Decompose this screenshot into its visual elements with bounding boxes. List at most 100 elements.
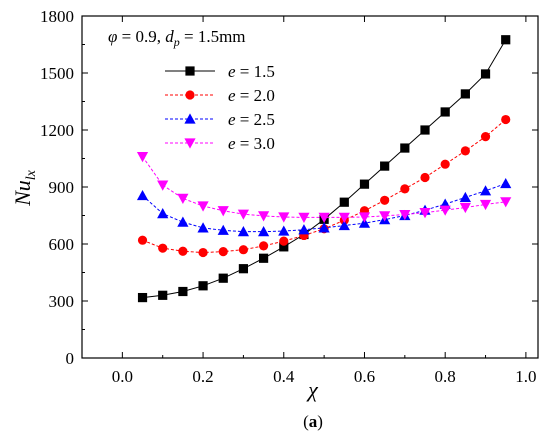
svg-text:Nulx: Nulx (10, 169, 39, 207)
y-tick-label: 1800 (40, 7, 74, 26)
series-3 (136, 177, 512, 237)
series-line (142, 156, 506, 218)
data-point (136, 152, 149, 163)
data-point (237, 209, 250, 220)
data-point (459, 191, 471, 203)
series-layer (136, 35, 512, 303)
data-point (279, 236, 289, 246)
data-point (198, 281, 208, 291)
data-point (197, 201, 209, 212)
data-point (501, 35, 511, 45)
data-point (339, 197, 349, 207)
legend-label: e = 3.0 (228, 134, 275, 153)
x-tick-label: 0.4 (273, 367, 295, 386)
legend-label: e = 2.0 (228, 86, 275, 105)
data-point (399, 209, 411, 221)
legend-label: e = 2.5 (228, 110, 275, 129)
data-point (178, 246, 188, 256)
legend-item: e = 2.5 (165, 110, 275, 129)
data-point (158, 243, 168, 253)
data-point (238, 245, 249, 255)
y-tick-label: 900 (49, 178, 75, 197)
panel-label: (a) (303, 412, 323, 431)
data-point (400, 143, 410, 153)
data-point (136, 189, 149, 201)
legend-item: e = 3.0 (165, 134, 275, 153)
y-axis-title-main: Nu (10, 180, 35, 207)
data-point (501, 114, 511, 125)
data-point (157, 208, 169, 219)
data-point (218, 273, 228, 283)
data-point (217, 224, 229, 235)
data-point (279, 242, 289, 252)
y-tick-label: 600 (49, 235, 75, 254)
y-tick-label: 1500 (40, 64, 74, 83)
x-tick-label: 0.0 (112, 367, 133, 386)
series-line (142, 39, 507, 299)
y-axis-title: Nulx (10, 169, 39, 207)
legend-marker (184, 138, 196, 149)
x-tick-label: 0.8 (435, 367, 456, 386)
data-point (400, 184, 410, 194)
data-point (338, 212, 350, 223)
data-point (318, 212, 330, 223)
data-point (298, 212, 310, 223)
data-point (500, 177, 512, 189)
data-point (380, 195, 390, 205)
legend-marker (185, 90, 195, 100)
x-tick-label: 0.6 (354, 367, 375, 386)
data-point (440, 159, 450, 169)
data-point (479, 199, 492, 211)
data-point (500, 197, 512, 208)
x-tick-label: 0.2 (192, 367, 213, 386)
data-point (440, 107, 450, 117)
data-point (197, 222, 209, 233)
data-point (177, 216, 189, 227)
data-point (479, 185, 492, 196)
legend-marker (184, 113, 196, 124)
plot-frame (81, 15, 539, 359)
data-point (278, 212, 290, 223)
data-point (178, 286, 188, 297)
data-point (218, 247, 228, 257)
data-point (338, 219, 350, 231)
data-point (298, 224, 310, 235)
data-point (358, 212, 371, 223)
data-point (420, 172, 430, 183)
y-tick-label: 0 (66, 349, 75, 368)
series-4 (136, 152, 512, 223)
data-point (480, 132, 491, 142)
data-point (419, 208, 431, 219)
legend-item: e = 2.0 (165, 86, 275, 105)
data-point (379, 211, 391, 222)
condition-annotation: φ = 0.9, dp = 1.5mm (108, 27, 246, 49)
data-point (177, 193, 189, 204)
data-point (158, 290, 168, 300)
data-point (237, 226, 250, 237)
data-point (439, 205, 451, 216)
data-point (460, 89, 470, 99)
data-point (217, 206, 229, 217)
legend: e = 1.5 e = 2.0 e = 2.5 e = 3.0 (165, 62, 275, 153)
legend-item: e = 1.5 (165, 62, 275, 81)
x-axis-title: χ (306, 377, 319, 402)
data-point (380, 161, 390, 171)
data-point (318, 222, 330, 233)
data-point (258, 241, 269, 251)
data-point (198, 247, 208, 258)
data-point (238, 264, 249, 274)
data-point (278, 225, 290, 236)
data-point (157, 180, 169, 191)
data-point (480, 69, 491, 79)
data-point (460, 146, 470, 156)
axes: 0.0 0.2 0.4 0.6 0.8 1.0 0 300 600 900 1200 1500 1800 (40, 7, 539, 386)
data-point (137, 292, 148, 303)
data-point (257, 211, 270, 222)
series-2 (137, 114, 511, 258)
legend-label: e = 1.5 (228, 62, 275, 81)
data-point (459, 202, 471, 214)
data-point (420, 125, 430, 135)
data-point (257, 226, 270, 237)
y-tick-label: 300 (49, 292, 75, 311)
